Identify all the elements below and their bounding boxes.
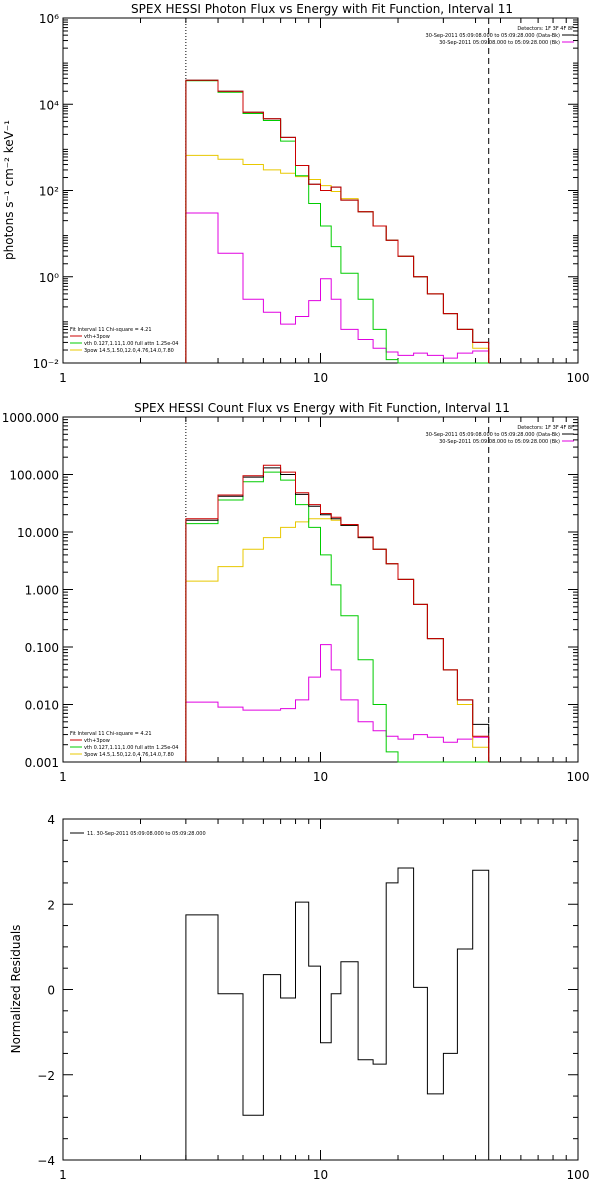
photon-flux-marks: 1 10 100 10⁻² 10⁰ 10² 10⁴ 10⁶ xyxy=(33,12,590,385)
count-flux-title: SPEX HESSI Count Flux vs Energy with Fit… xyxy=(134,401,510,415)
photon-flux-series-vth xyxy=(185,80,489,364)
photon-flux-y-tick-label: 10⁶ xyxy=(39,12,59,26)
residuals-y-tick-label: 2 xyxy=(47,898,55,912)
photon-flux-legend-bk: 30-Sep-2011 05:09:08.000 to 05:09:28.000… xyxy=(439,40,560,46)
count-flux-legend-vth: vth 0.127,1.11,1.00 full attn 1.25e-04 xyxy=(84,745,178,751)
photon-flux-legend: Detectors: 1F 3F 4F 8F 30-Sep-2011 05:09… xyxy=(70,26,574,354)
photon-flux-legend-3pow: 3pow 14.5,1.50,12.0,4.76,14.0,7.80 xyxy=(84,348,174,354)
residuals-x-tick-label: 10 xyxy=(313,1168,328,1182)
photon-flux-x-tick-label: 100 xyxy=(567,371,590,385)
count-flux-legend-total: vth+3pow xyxy=(84,738,110,744)
count-flux-y-tick-label: 0.100 xyxy=(25,641,59,655)
photon-flux-legend-data-bk: 30-Sep-2011 05:09:08.000 to 05:09:28.000… xyxy=(426,33,561,39)
residuals-x-tick-label: 100 xyxy=(567,1168,590,1182)
photon-flux-series-vth-3pow xyxy=(185,79,490,363)
residuals-y-tick-label: −2 xyxy=(37,1069,55,1083)
count-flux-marks: 1 10 100 0.001 0.010 0.100 1.000 10.000 100.000 1… xyxy=(2,411,590,784)
residuals-y-tick-label: 4 xyxy=(47,813,55,827)
photon-flux-legend-vth: vth 0.127,1.11,1.00 full attn 1.25e-04 xyxy=(84,341,178,347)
count-flux-x-tick-label: 100 xyxy=(567,770,590,784)
count-flux-panel: SPEX HESSI Count Flux vs Energy with Fit… xyxy=(2,401,590,784)
count-flux-legend-fit-interval: Fit Interval 11 Chi-square = 4.21 xyxy=(70,731,152,737)
residuals-y-tick-label: 0 xyxy=(47,984,55,998)
photon-flux-legend-total: vth+3pow xyxy=(84,334,110,340)
photon-flux-series-data-bk xyxy=(185,79,490,363)
count-flux-series-vth-3pow xyxy=(185,464,490,762)
residuals-legend: 11. 30-Sep-2011 05:09:08.000 to 05:09:28… xyxy=(70,831,206,837)
photon-flux-y-axis-label: photons s⁻¹ cm⁻² keV⁻¹ xyxy=(2,120,16,260)
count-flux-x-tick-label: 1 xyxy=(59,770,67,784)
residuals-panel: Normalized Residuals 1 10 100 −4 −2 0 2 4 11. 3… xyxy=(9,813,589,1182)
residuals-x-tick-label: 1 xyxy=(59,1168,67,1182)
count-flux-legend: Detectors: 1F 3F 4F 8F 30-Sep-2011 05:09… xyxy=(70,425,574,758)
photon-flux-y-tick-label: 10⁴ xyxy=(39,98,59,112)
count-flux-legend-data-bk: 30-Sep-2011 05:09:08.000 to 05:09:28.000… xyxy=(426,432,561,438)
count-flux-y-tick-label: 0.010 xyxy=(25,699,59,713)
count-flux-series-vth xyxy=(185,471,489,763)
photon-flux-series-3pow xyxy=(185,154,490,363)
residuals-marks: 1 10 100 −4 −2 0 2 4 xyxy=(37,813,589,1182)
photon-flux-panel: SPEX HESSI Photon Flux vs Energy with Fi… xyxy=(2,2,589,385)
count-flux-legend-3pow: 3pow 14.5,1.50,12.0,4.76,14.0,7.80 xyxy=(84,752,174,758)
photon-flux-legend-fit-interval: Fit Interval 11 Chi-square = 4.21 xyxy=(70,327,152,333)
count-flux-series-bk xyxy=(185,644,490,762)
count-flux-y-tick-label: 1.000 xyxy=(25,584,59,598)
count-flux-y-tick-label: 10.000 xyxy=(17,526,59,540)
count-flux-x-tick-label: 10 xyxy=(313,770,328,784)
residuals-legend-label: 11. 30-Sep-2011 05:09:08.000 to 05:09:28… xyxy=(87,831,206,837)
count-flux-y-tick-label: 1000.000 xyxy=(2,411,59,425)
photon-flux-title: SPEX HESSI Photon Flux vs Energy with Fi… xyxy=(131,2,513,16)
count-flux-series-data-bk xyxy=(185,467,490,762)
photon-flux-y-tick-label: 10² xyxy=(39,185,59,199)
photon-flux-x-tick-label: 1 xyxy=(59,371,67,385)
photon-flux-y-tick-label: 10⁰ xyxy=(39,271,59,285)
count-flux-y-tick-label: 0.001 xyxy=(25,756,59,770)
count-flux-plot-frame xyxy=(62,416,579,763)
residuals-y-tick-label: −4 xyxy=(37,1154,55,1168)
residuals-series-11-30-sep-2011-05-09-08-000-to xyxy=(185,867,490,1160)
photon-flux-y-tick-label: 10⁻² xyxy=(33,357,60,371)
count-flux-legend-bk: 30-Sep-2011 05:09:08.000 to 05:09:28.000… xyxy=(439,439,560,445)
residuals-y-axis-label: Normalized Residuals xyxy=(9,925,23,1054)
photon-flux-series-bk xyxy=(185,212,490,363)
count-flux-legend-detectors: Detectors: 1F 3F 4F 8F xyxy=(517,425,574,431)
count-flux-y-tick-label: 100.000 xyxy=(9,469,59,483)
photon-flux-legend-detectors: Detectors: 1F 3F 4F 8F xyxy=(517,26,574,32)
photon-flux-x-tick-label: 10 xyxy=(313,371,328,385)
